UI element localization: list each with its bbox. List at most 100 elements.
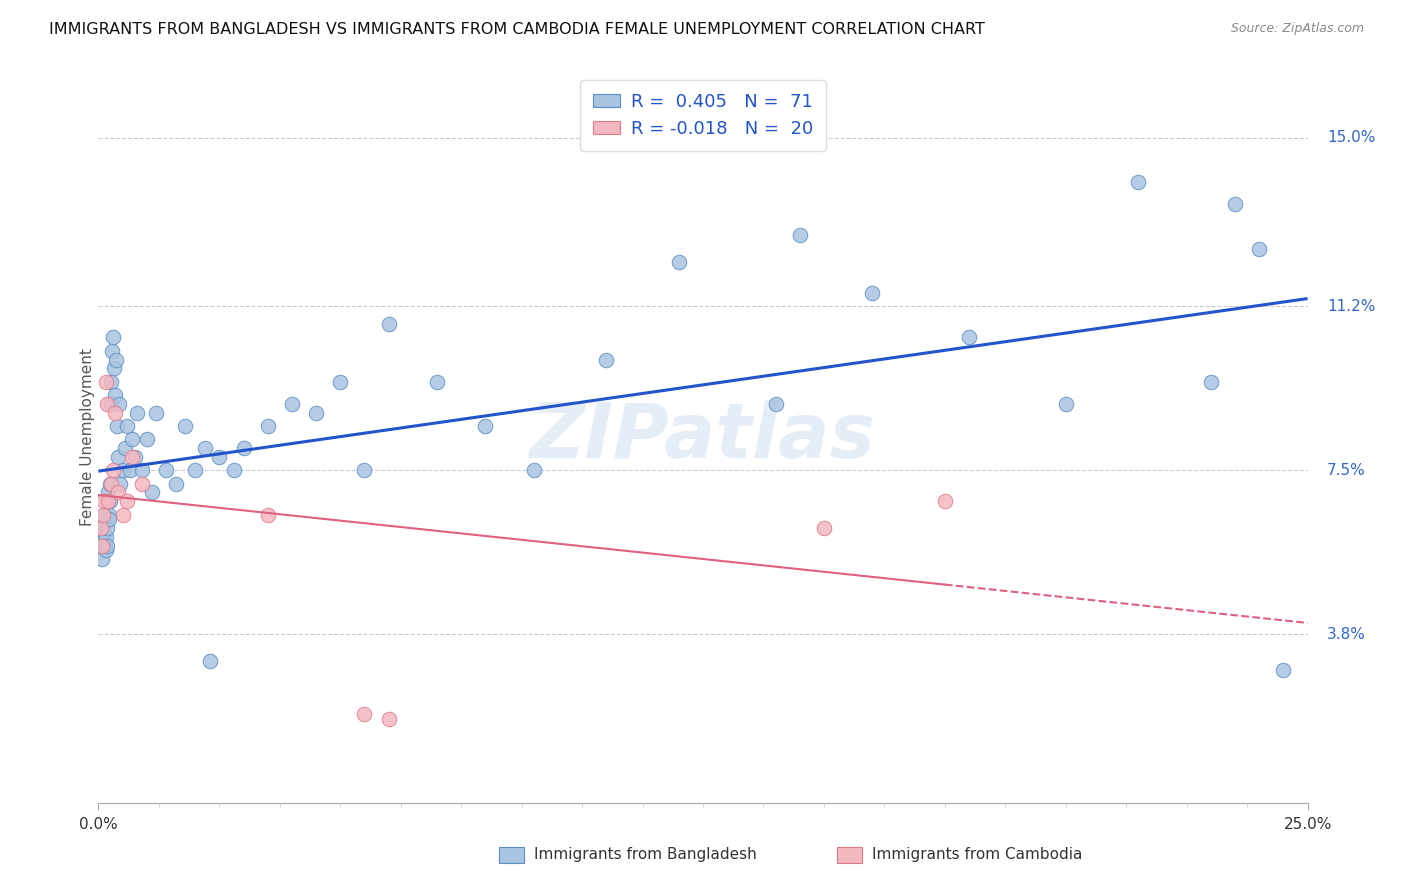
Point <box>1223 197 1246 211</box>
Point <box>353 463 375 477</box>
Point <box>100 375 122 389</box>
Point <box>1054 397 1077 411</box>
Point <box>107 450 129 464</box>
Point <box>90 521 112 535</box>
Point <box>377 317 399 331</box>
Point <box>194 441 217 455</box>
Point <box>118 463 141 477</box>
Text: 7.5%: 7.5% <box>1327 463 1365 478</box>
Point <box>91 539 114 553</box>
Point <box>101 330 124 344</box>
Text: IMMIGRANTS FROM BANGLADESH VS IMMIGRANTS FROM CAMBODIA FEMALE UNEMPLOYMENT CORRE: IMMIGRANTS FROM BANGLADESH VS IMMIGRANTS… <box>49 22 986 37</box>
Point <box>131 463 153 477</box>
Point <box>94 530 117 544</box>
Point <box>98 512 121 526</box>
Point <box>121 432 143 446</box>
Point <box>97 485 120 500</box>
Point <box>127 406 149 420</box>
Point <box>256 419 278 434</box>
Point <box>124 450 146 464</box>
Point <box>353 707 375 722</box>
Point <box>114 441 136 455</box>
Point <box>329 375 352 389</box>
Point <box>104 406 127 420</box>
Point <box>1272 663 1295 677</box>
Point <box>101 343 124 358</box>
Point <box>100 397 122 411</box>
Point <box>96 539 118 553</box>
Point <box>104 352 127 367</box>
Point <box>1199 375 1222 389</box>
Text: 3.8%: 3.8% <box>1327 627 1365 642</box>
Text: Source: ZipAtlas.com: Source: ZipAtlas.com <box>1230 22 1364 36</box>
Point <box>96 521 118 535</box>
Point <box>305 406 328 420</box>
Point <box>97 494 120 508</box>
Point <box>141 485 163 500</box>
Point <box>184 463 207 477</box>
Point <box>426 375 449 389</box>
Point <box>174 419 197 434</box>
Point <box>789 228 811 243</box>
Point <box>523 463 546 477</box>
Text: ZIPatlas: ZIPatlas <box>530 401 876 474</box>
Point <box>98 476 121 491</box>
Point <box>98 494 121 508</box>
Point <box>377 712 399 726</box>
Point <box>595 352 617 367</box>
Point <box>765 397 787 411</box>
Legend: R =  0.405   N =  71, R = -0.018   N =  20: R = 0.405 N = 71, R = -0.018 N = 20 <box>581 80 825 151</box>
Point <box>91 552 114 566</box>
Point <box>208 450 231 464</box>
Point <box>103 361 125 376</box>
Point <box>117 494 139 508</box>
Point <box>93 525 115 540</box>
Point <box>90 539 112 553</box>
Point <box>135 432 157 446</box>
Point <box>668 255 690 269</box>
Y-axis label: Female Unemployment: Female Unemployment <box>80 348 94 526</box>
Point <box>97 508 120 522</box>
Point <box>104 388 127 402</box>
Point <box>91 530 114 544</box>
Point <box>94 508 117 522</box>
Point <box>111 463 134 477</box>
Point <box>93 494 115 508</box>
Point <box>232 441 254 455</box>
Point <box>96 543 118 558</box>
Point <box>860 285 883 300</box>
Point <box>934 494 956 508</box>
Point <box>281 397 304 411</box>
Point <box>101 463 124 477</box>
Text: Immigrants from Cambodia: Immigrants from Cambodia <box>872 847 1083 862</box>
Text: 11.2%: 11.2% <box>1327 299 1375 314</box>
Point <box>957 330 980 344</box>
Point <box>111 508 134 522</box>
Point <box>97 494 120 508</box>
Point <box>96 397 118 411</box>
Point <box>91 516 114 531</box>
Point <box>105 419 128 434</box>
Point <box>155 463 177 477</box>
Point <box>94 375 117 389</box>
Point <box>90 521 112 535</box>
Point <box>91 508 114 522</box>
Text: 15.0%: 15.0% <box>1327 130 1375 145</box>
Point <box>1249 242 1271 256</box>
Point <box>1128 175 1150 189</box>
Point <box>165 476 187 491</box>
Text: Immigrants from Bangladesh: Immigrants from Bangladesh <box>534 847 756 862</box>
Point <box>107 485 129 500</box>
Point <box>100 476 122 491</box>
Point <box>91 534 114 549</box>
Point <box>474 419 496 434</box>
Point <box>813 521 835 535</box>
Point <box>121 450 143 464</box>
Point <box>131 476 153 491</box>
Point <box>145 406 167 420</box>
Point <box>222 463 245 477</box>
Point <box>93 539 115 553</box>
Point <box>198 654 221 668</box>
Point <box>256 508 278 522</box>
Point <box>117 419 139 434</box>
